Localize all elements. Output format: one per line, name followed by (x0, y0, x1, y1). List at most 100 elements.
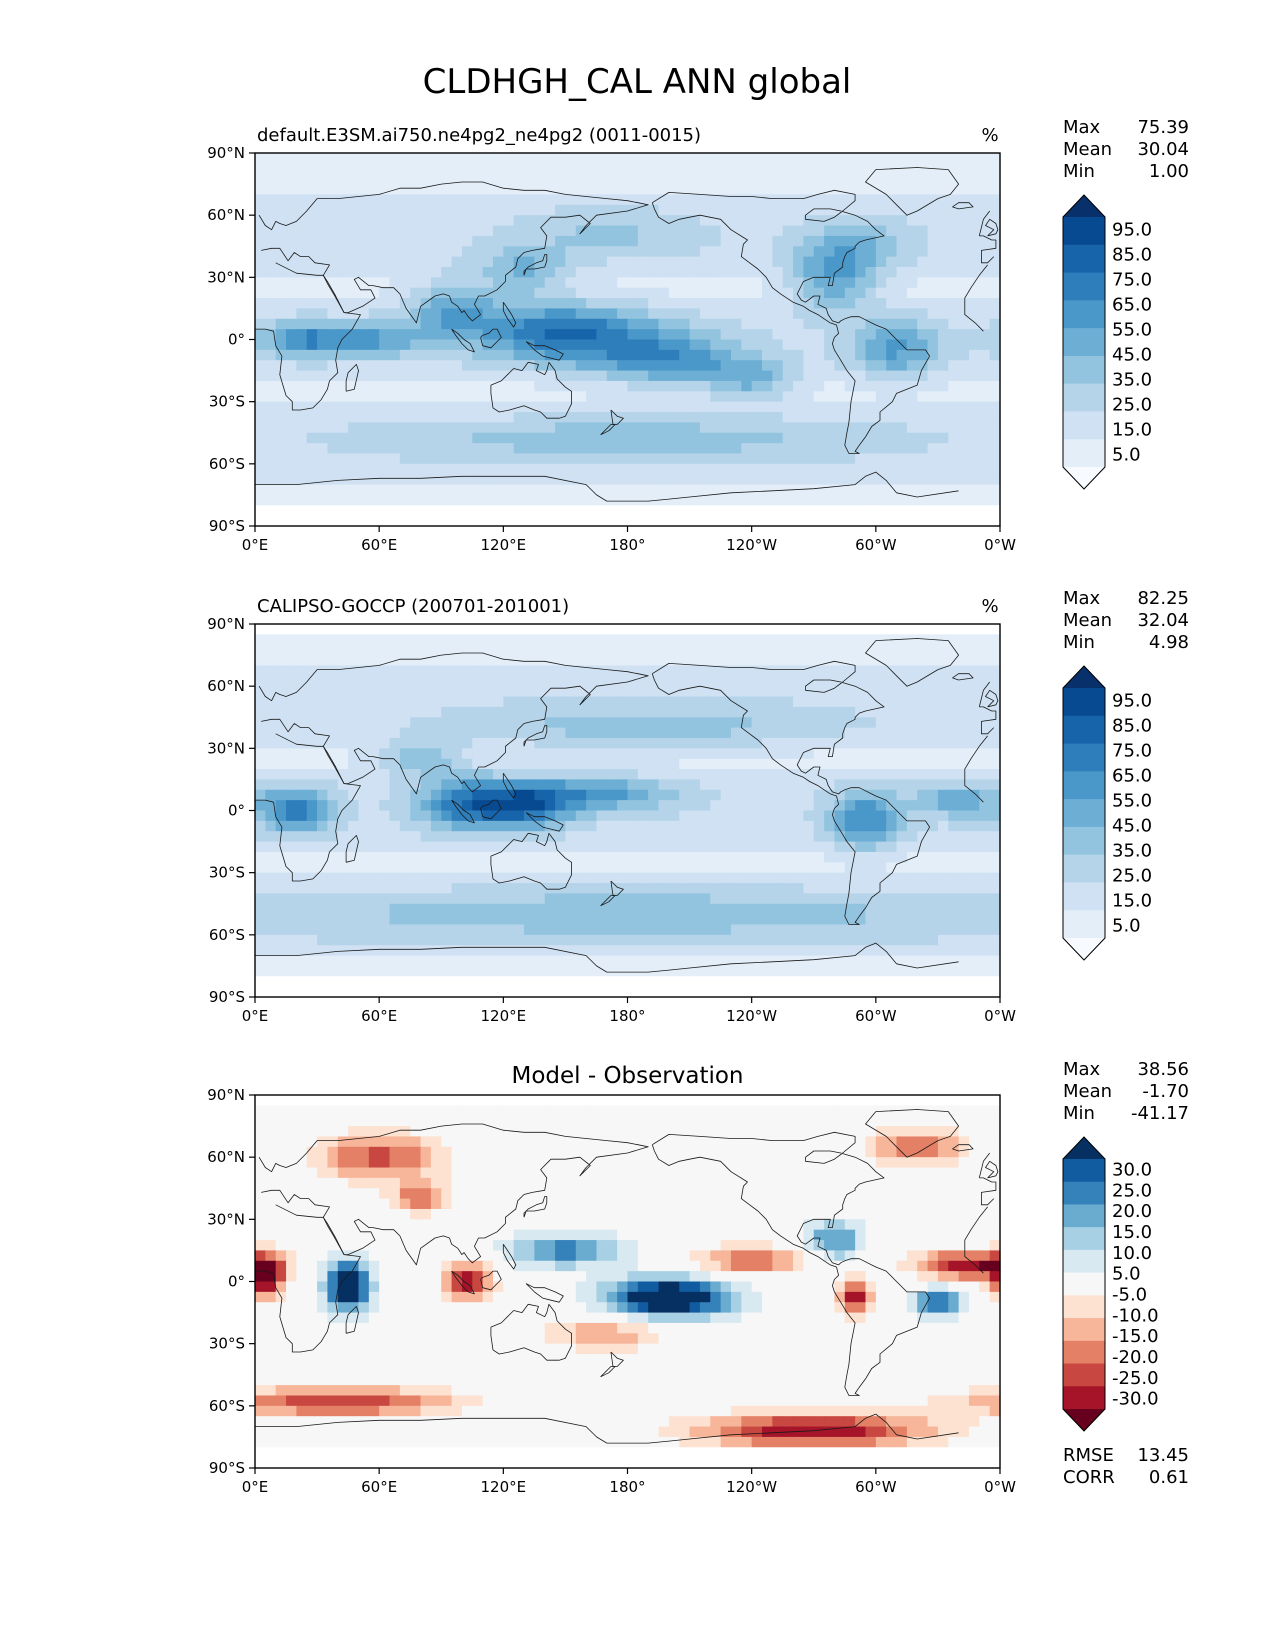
field-cell (596, 266, 608, 278)
field-cell (389, 277, 401, 289)
field-cell (472, 287, 484, 299)
field-cell (306, 246, 318, 258)
field-cell (586, 163, 598, 175)
field-cell (296, 851, 308, 863)
field-cell (492, 235, 504, 247)
field-cell (979, 696, 991, 708)
field-cell (658, 841, 670, 853)
field-cell (524, 204, 535, 216)
field-cell (575, 163, 587, 175)
field-cell (337, 914, 349, 926)
field-cell (793, 360, 805, 372)
field-cell (730, 696, 742, 708)
field-cell (555, 380, 567, 392)
field-cell (793, 474, 805, 486)
field-cell (617, 644, 629, 656)
field-cell (762, 432, 773, 444)
field-cell (968, 686, 980, 698)
field-cell (420, 204, 432, 216)
field-cell (482, 665, 494, 677)
field-cell (472, 748, 484, 760)
field-cell (389, 153, 401, 164)
field-cell (472, 370, 484, 382)
field-cell (855, 401, 867, 413)
field-cell (534, 810, 546, 822)
field-cell (606, 696, 618, 708)
field-cell (917, 277, 929, 289)
field-cell (348, 727, 360, 739)
field-cell (772, 644, 784, 656)
field-cell (575, 484, 587, 496)
field-cell (524, 914, 535, 926)
field-cell (679, 696, 691, 708)
field-cell (710, 184, 722, 196)
field-cell (503, 422, 515, 434)
field-cell (927, 748, 939, 760)
field-cell (937, 246, 949, 258)
field-cell (327, 463, 339, 475)
field-cell (472, 655, 484, 667)
field-cell (296, 945, 308, 957)
field-cell (451, 686, 463, 698)
field-cell (265, 810, 277, 822)
field-cell (296, 463, 308, 475)
field-cell (989, 349, 1001, 361)
field-cell (948, 401, 960, 413)
field-cell (441, 443, 453, 455)
field-cell (730, 153, 742, 164)
field-cell (741, 163, 753, 175)
field-cell (513, 758, 525, 770)
field-cell (544, 748, 556, 760)
coastline (952, 202, 974, 210)
field-cell (627, 644, 639, 656)
field-cell (782, 727, 794, 739)
field-cell (762, 758, 773, 770)
field-cell (948, 391, 960, 403)
field-cell (617, 831, 629, 843)
field-cell (534, 914, 546, 926)
field-cell (730, 401, 742, 413)
field-cell (751, 401, 763, 413)
field-cell (286, 235, 297, 247)
field-cell (865, 634, 877, 646)
field-cell (399, 204, 411, 216)
field-cell (596, 391, 608, 403)
field-cell (855, 748, 867, 760)
field-cell (617, 339, 629, 351)
field-cell (865, 883, 877, 894)
field-cell (834, 318, 846, 330)
field-cell (575, 800, 587, 812)
field-cell (275, 266, 287, 278)
field-cell (513, 883, 525, 894)
field-cell (451, 851, 463, 863)
field-cell (503, 235, 515, 247)
field-cell (451, 789, 463, 801)
field-cell (989, 184, 1001, 196)
field-cell (679, 893, 691, 905)
field-cell (689, 453, 701, 465)
colorbar-label: 85.0 (1112, 245, 1152, 266)
field-cell (865, 914, 877, 926)
field-cell (430, 717, 442, 729)
field-cell (741, 422, 753, 434)
field-cell (503, 624, 515, 635)
field-cell (917, 748, 929, 760)
field-cell (668, 401, 680, 413)
field-cell (906, 820, 918, 832)
field-cell (927, 339, 939, 351)
field-cell (648, 675, 660, 687)
field-cell (627, 298, 639, 310)
field-cell (472, 686, 484, 698)
field-cell (948, 194, 960, 206)
field-cell (596, 903, 608, 915)
field-cell (317, 256, 329, 268)
field-cell (389, 391, 401, 403)
field-cell (399, 717, 411, 729)
field-cell (906, 505, 918, 517)
field-cell (710, 862, 722, 874)
field-cell (472, 758, 484, 770)
field-cell (555, 655, 567, 667)
field-cell (679, 675, 691, 687)
field-cell (741, 339, 753, 351)
field-cell (348, 800, 360, 812)
